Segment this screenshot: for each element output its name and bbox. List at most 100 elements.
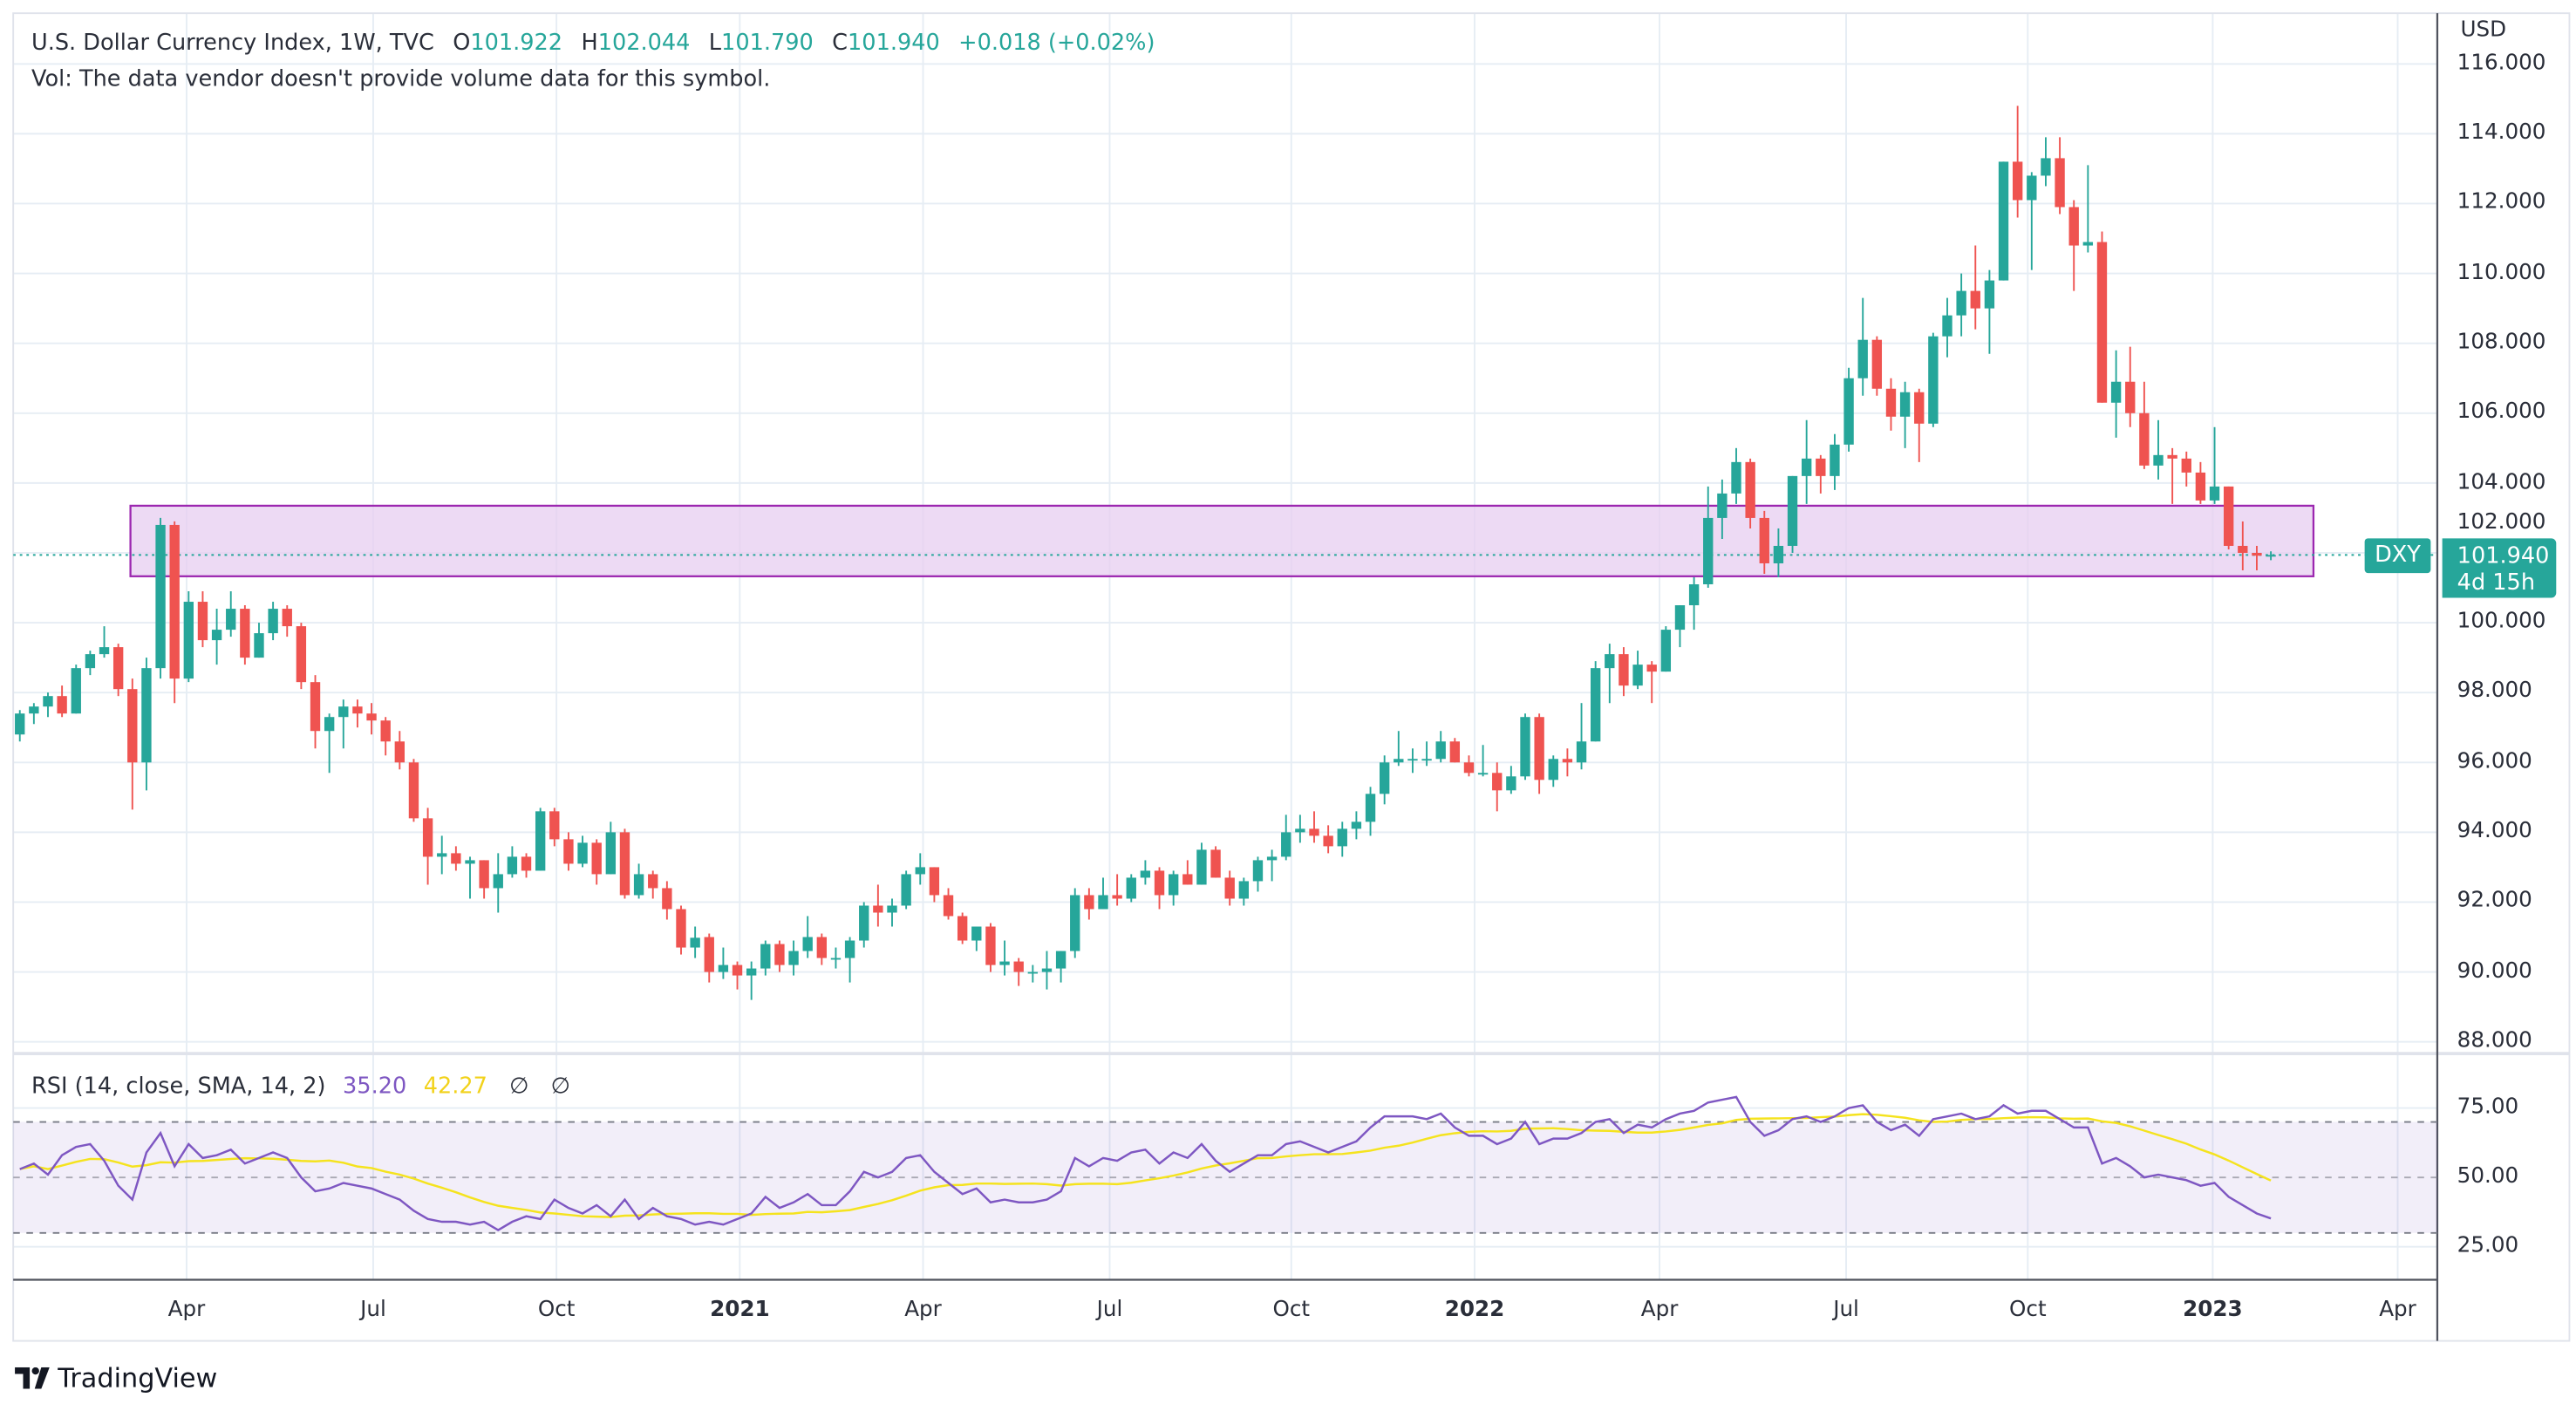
candle: [1899, 381, 1911, 448]
candle: [1492, 762, 1503, 812]
candle: [1674, 605, 1686, 648]
time-tick-label: Jul: [360, 1298, 386, 1323]
candle: [985, 923, 996, 972]
candle: [437, 835, 447, 875]
candle-body: [1098, 895, 1108, 910]
candle: [1885, 378, 1897, 431]
candle: [85, 651, 96, 676]
candle: [2055, 137, 2065, 215]
candle: [1590, 661, 1601, 742]
candle-body: [1351, 821, 1362, 829]
candle: [549, 808, 560, 847]
rsi-sma-line: [19, 1113, 2272, 1218]
candle: [71, 665, 81, 714]
candle-body: [957, 916, 968, 941]
candle-body: [211, 630, 222, 641]
candle: [704, 933, 714, 983]
candle-body: [1182, 874, 1193, 885]
time-tick-label: Jul: [1096, 1298, 1123, 1323]
time-tick-label: Oct: [1272, 1298, 1311, 1323]
candle-body: [535, 811, 546, 871]
candle: [1351, 811, 1362, 840]
rsi-tick-label: 25.00: [2457, 1233, 2519, 1258]
candle-body: [1449, 741, 1461, 763]
candle-body: [676, 909, 686, 948]
candle-body: [1843, 378, 1854, 445]
candle-body: [1576, 741, 1587, 763]
candle-body: [1041, 968, 1053, 972]
candle: [1027, 965, 1039, 983]
candle-body: [844, 940, 855, 958]
candle-body: [493, 874, 503, 889]
candle: [1070, 888, 1080, 958]
candle: [760, 940, 771, 976]
candle-body: [1942, 315, 1952, 337]
tradingview-logo[interactable]: TradingView: [15, 1362, 217, 1394]
candle: [633, 863, 644, 899]
rsi-pane: [13, 1095, 2437, 1234]
candle-body: [1998, 161, 2009, 281]
candle: [577, 835, 588, 868]
candle: [957, 912, 968, 944]
candle-body: [2139, 412, 2150, 466]
candle: [1857, 297, 1868, 396]
candle-body: [296, 626, 307, 683]
high-value: 102.044: [597, 30, 691, 57]
symbol-title[interactable]: U.S. Dollar Currency Index, 1W, TVC: [31, 30, 434, 57]
candle-body: [633, 874, 644, 896]
candle: [2110, 350, 2122, 438]
candle-body: [619, 832, 630, 896]
candle-body: [718, 965, 729, 972]
candle: [211, 609, 222, 665]
candle-body: [1323, 835, 1333, 847]
candle-body: [1731, 461, 1741, 494]
candle-body: [1295, 828, 1305, 833]
candle-body: [774, 944, 785, 965]
candle-body: [1830, 444, 1840, 476]
candle-body: [521, 856, 532, 871]
candle-body: [1632, 665, 1643, 686]
candle-body: [254, 633, 264, 658]
candle-body: [2195, 472, 2206, 501]
candle: [15, 710, 25, 742]
candle-body: [2082, 242, 2094, 246]
candle: [1196, 842, 1207, 885]
candle: [1605, 644, 1615, 704]
candle-body: [437, 853, 447, 857]
candle: [254, 623, 264, 658]
candle-body: [1520, 717, 1530, 777]
candle-body: [240, 609, 250, 658]
candle: [296, 623, 307, 690]
candle-body: [1984, 280, 1995, 309]
candle: [1660, 626, 1672, 672]
candle: [901, 870, 911, 910]
candle-body: [1562, 759, 1573, 763]
candle: [1084, 888, 1094, 920]
candle-body: [1871, 339, 1883, 389]
candle: [183, 591, 194, 683]
candle-body: [732, 965, 743, 976]
price-tick-label: 104.000: [2457, 469, 2546, 495]
candle: [2041, 137, 2051, 187]
candle: [2167, 447, 2177, 504]
time-tick-label: Oct: [537, 1298, 576, 1323]
candle-body: [1477, 773, 1489, 775]
candle-body: [2153, 454, 2164, 466]
time-tick-label: 2023: [2183, 1298, 2243, 1323]
rsi-title[interactable]: RSI (14, close, SMA, 14, 2): [31, 1073, 326, 1101]
candle: [1576, 703, 1587, 770]
candle-body: [451, 853, 461, 864]
candle: [690, 926, 700, 958]
candle-body: [1463, 762, 1475, 774]
change-value: +0.018 (+0.02%): [958, 30, 1155, 57]
time-tick-label: 2021: [710, 1298, 770, 1323]
candle: [1098, 877, 1108, 910]
candle: [1773, 528, 1784, 578]
candle: [1337, 821, 1347, 857]
candle-body: [2012, 161, 2023, 201]
candle-body: [1421, 759, 1432, 761]
candle: [1984, 269, 1995, 354]
candle-body: [859, 905, 869, 941]
candle-body: [141, 668, 152, 763]
